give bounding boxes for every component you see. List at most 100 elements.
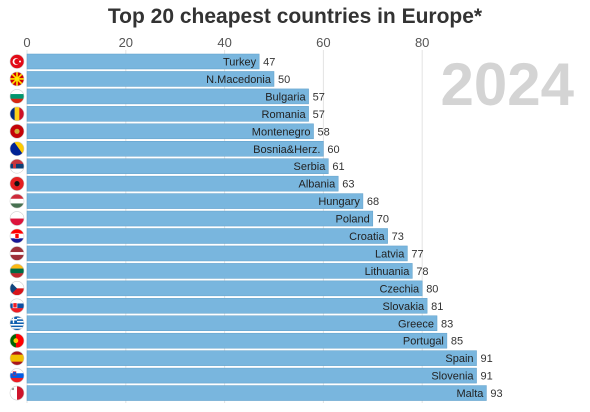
flag-latvia-icon (9, 246, 25, 261)
bar-label: Latvia (375, 248, 405, 260)
bar-row: Poland 70 (26, 210, 389, 227)
value-label: 81 (431, 301, 443, 313)
value-label: 80 (426, 283, 438, 295)
bar-label: Turkey (223, 57, 257, 69)
value-label: 85 (451, 336, 463, 348)
flag-portugal-icon (9, 333, 25, 349)
bar-label: Hungary (318, 196, 360, 208)
bar-row: Croatia 73 (26, 228, 404, 244)
bar-label: Poland (336, 214, 370, 226)
value-label: 57 (313, 91, 325, 103)
bar (26, 367, 477, 384)
bar (26, 175, 339, 192)
flag-poland-icon (9, 211, 25, 226)
bar-row: Bosnia&Herz. 60 (26, 141, 340, 157)
bar-row: Serbia 61 (26, 158, 345, 174)
bar-label: Spain (445, 353, 473, 365)
bar-label: Czechia (379, 283, 420, 295)
bar-row: Hungary 68 (26, 193, 379, 209)
x-tick-label: 40 (217, 35, 231, 50)
x-axis-ticks: 0 20 40 60 80 (23, 35, 429, 50)
flag-bulgaria-icon (9, 89, 25, 104)
bar-row: Slovakia 81 (26, 298, 443, 314)
flag-north-macedonia-icon (9, 71, 25, 87)
bar (26, 123, 314, 140)
bar (26, 71, 275, 87)
flag-serbia-icon (9, 158, 25, 174)
bars: Turkey 47 N.Macedonia 50 Bulgaria 57 Romania 57… (26, 53, 503, 401)
bar-label: Lithuania (365, 266, 411, 278)
value-label: 47 (263, 57, 275, 69)
bar (26, 385, 487, 401)
value-label: 77 (411, 248, 423, 260)
bar-label: Serbia (294, 161, 327, 173)
flag-hungary-icon (9, 193, 25, 209)
value-label: 91 (481, 353, 493, 365)
year-annotation: 2024 (441, 51, 575, 118)
bar-label: Bulgaria (265, 91, 306, 103)
bar-label: Portugal (403, 336, 444, 348)
bar (26, 245, 408, 262)
bar-row: Lithuania 78 (26, 263, 429, 279)
bar-label: N.Macedonia (206, 74, 272, 86)
x-tick-label: 0 (23, 35, 30, 50)
flag-turkey-icon (9, 54, 25, 69)
flag-bosnia-icon (9, 141, 25, 157)
bar (26, 88, 309, 105)
value-label: 61 (332, 161, 344, 173)
bar-row: Czechia 80 (26, 280, 438, 297)
bar-row: Bulgaria 57 (26, 88, 325, 105)
value-label: 58 (318, 126, 330, 138)
flag-slovakia-icon (9, 298, 25, 314)
flag-czechia-icon (9, 281, 25, 296)
bar (26, 210, 374, 227)
bar-label: Malta (457, 388, 485, 400)
flag-montenegro-icon (9, 124, 25, 139)
flag-croatia-icon (9, 228, 25, 244)
bar-row: Greece 83 (26, 315, 453, 331)
value-label: 91 (481, 371, 493, 383)
bar-row: Malta 93 (26, 385, 503, 401)
chart-title: Top 20 cheapest countries in Europe* (107, 5, 483, 28)
bar (26, 158, 329, 174)
bar-row: Albania 63 (26, 175, 354, 192)
bar-label: Bosnia&Herz. (253, 144, 320, 156)
bar (26, 332, 448, 349)
flag-greece-icon (9, 315, 25, 331)
flag-romania-icon (9, 106, 25, 122)
x-tick-label: 80 (415, 35, 429, 50)
bar (26, 298, 428, 314)
value-label: 68 (367, 196, 379, 208)
bar (26, 193, 364, 209)
bar (26, 53, 260, 70)
bar-label: Montenegro (252, 126, 311, 138)
x-tick-label: 20 (119, 35, 133, 50)
bar (26, 228, 388, 244)
value-label: 60 (327, 144, 339, 156)
bar-row: Turkey 47 (26, 53, 275, 70)
bar (26, 350, 477, 366)
bar-label: Croatia (349, 231, 385, 243)
flags (9, 54, 25, 401)
bar-row: Latvia 77 (26, 245, 424, 262)
value-label: 57 (313, 109, 325, 121)
bar-label: Slovakia (383, 301, 425, 313)
bar-row: Romania 57 (26, 106, 325, 122)
value-label: 63 (342, 179, 354, 191)
value-label: 50 (278, 74, 290, 86)
bar (26, 141, 324, 157)
bar-row: Slovenia 91 (26, 367, 493, 384)
bar-row: Montenegro 58 (26, 123, 330, 140)
value-label: 70 (377, 214, 389, 226)
value-label: 93 (490, 388, 502, 400)
value-label: 83 (441, 318, 453, 330)
bar-row: Portugal 85 (26, 332, 463, 349)
bar-label: Slovenia (431, 371, 474, 383)
bar (26, 315, 438, 331)
flag-lithuania-icon (9, 263, 25, 279)
bar-row: Spain 91 (26, 350, 493, 366)
bar (26, 263, 413, 279)
flag-slovenia-icon (9, 368, 25, 383)
bar-label: Romania (262, 109, 307, 121)
bar (26, 106, 309, 122)
